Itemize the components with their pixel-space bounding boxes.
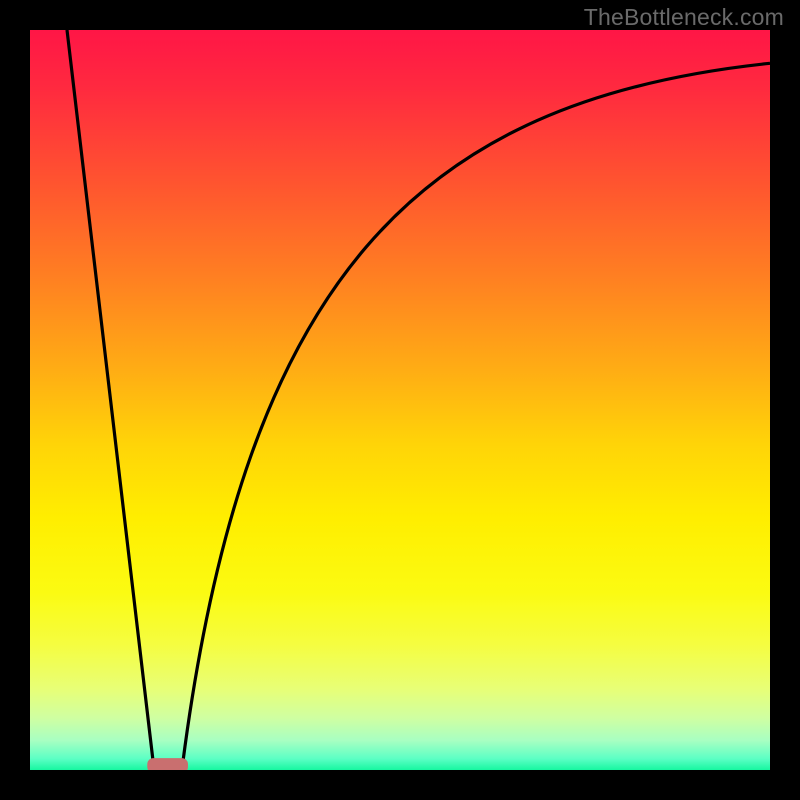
chart-container: TheBottleneck.com	[0, 0, 800, 800]
bottleneck-chart	[0, 0, 800, 800]
watermark-text: TheBottleneck.com	[584, 4, 784, 31]
